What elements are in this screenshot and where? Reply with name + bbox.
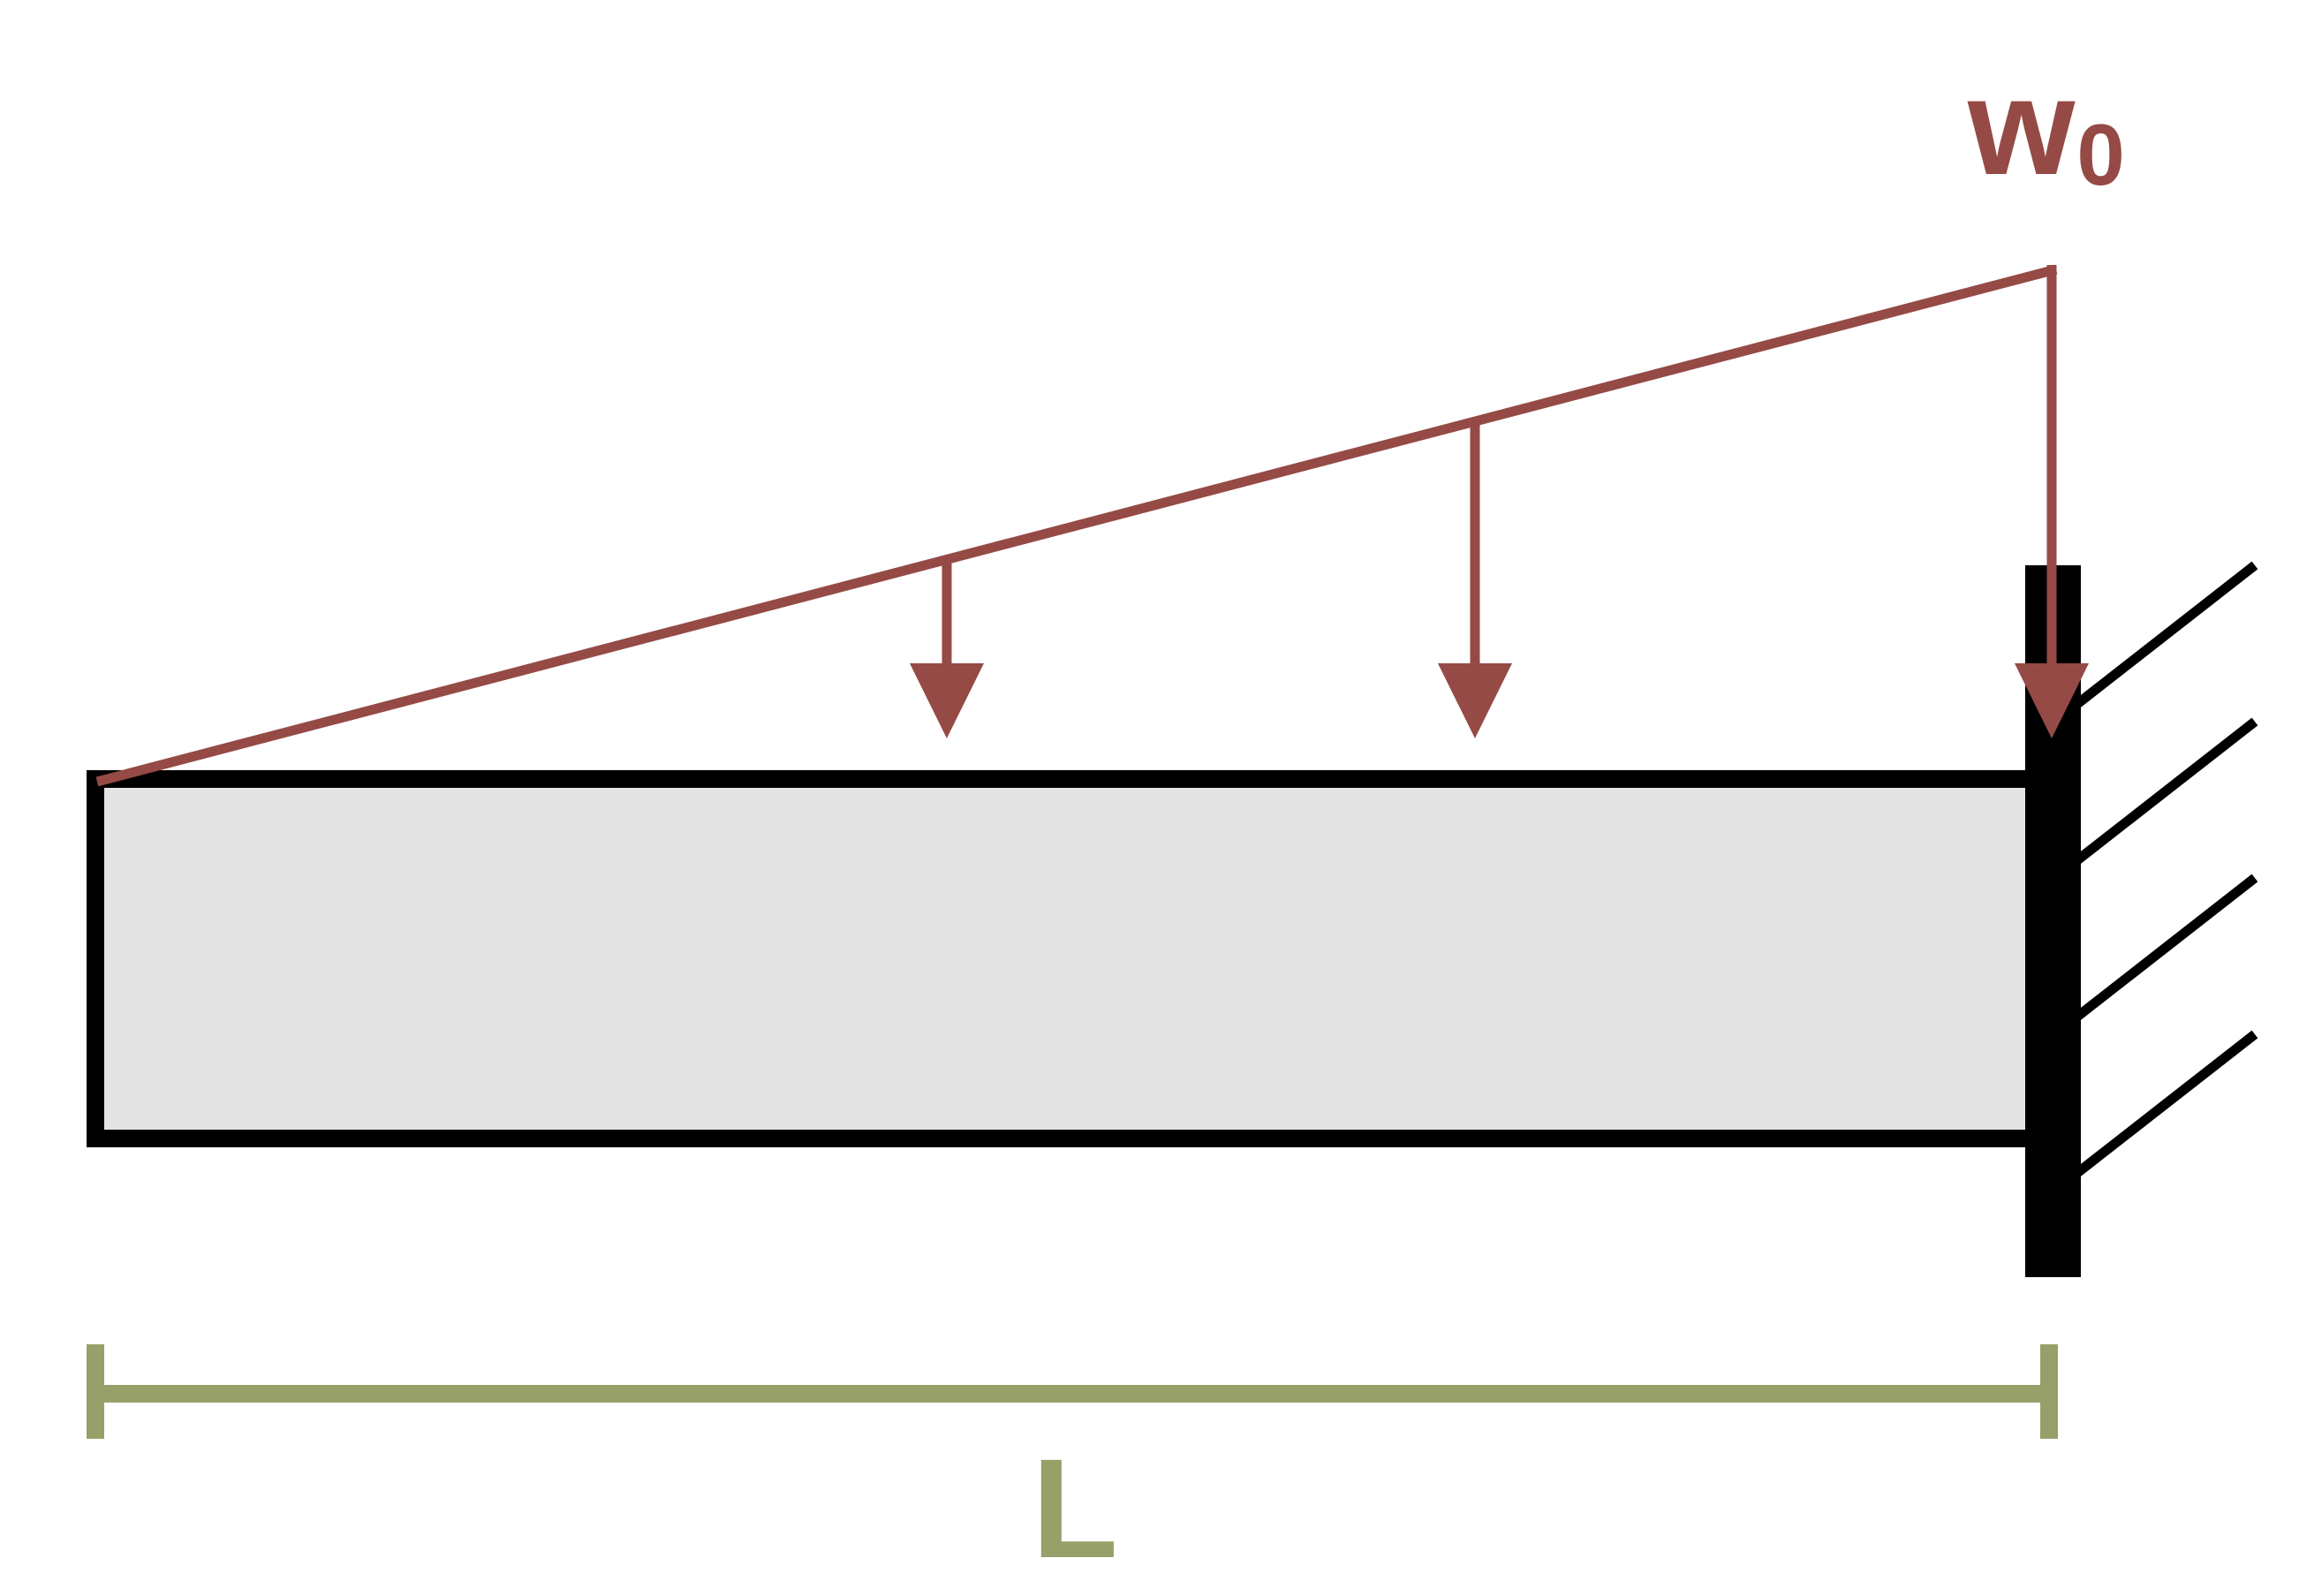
load-profile-line [95, 264, 2058, 787]
length-label: L [1032, 1429, 1118, 1587]
beam [87, 770, 2061, 1147]
load-arrow-head [2015, 663, 2089, 738]
hatch-line [2074, 717, 2258, 865]
load-label-subscript: 0 [2076, 106, 2125, 203]
load-intensity-label: w0 [1967, 50, 2125, 204]
hatch-line [2074, 561, 2258, 708]
hatch-line [2074, 1030, 2258, 1177]
length-dimension [87, 1344, 2058, 1439]
load-arrow-head [910, 663, 984, 738]
load-label-symbol: w [1967, 50, 2076, 204]
distributed-load [95, 264, 2089, 787]
load-arrow-head [1438, 663, 1512, 738]
hatch-line [2074, 874, 2258, 1021]
support-hatching [2074, 561, 2258, 1177]
